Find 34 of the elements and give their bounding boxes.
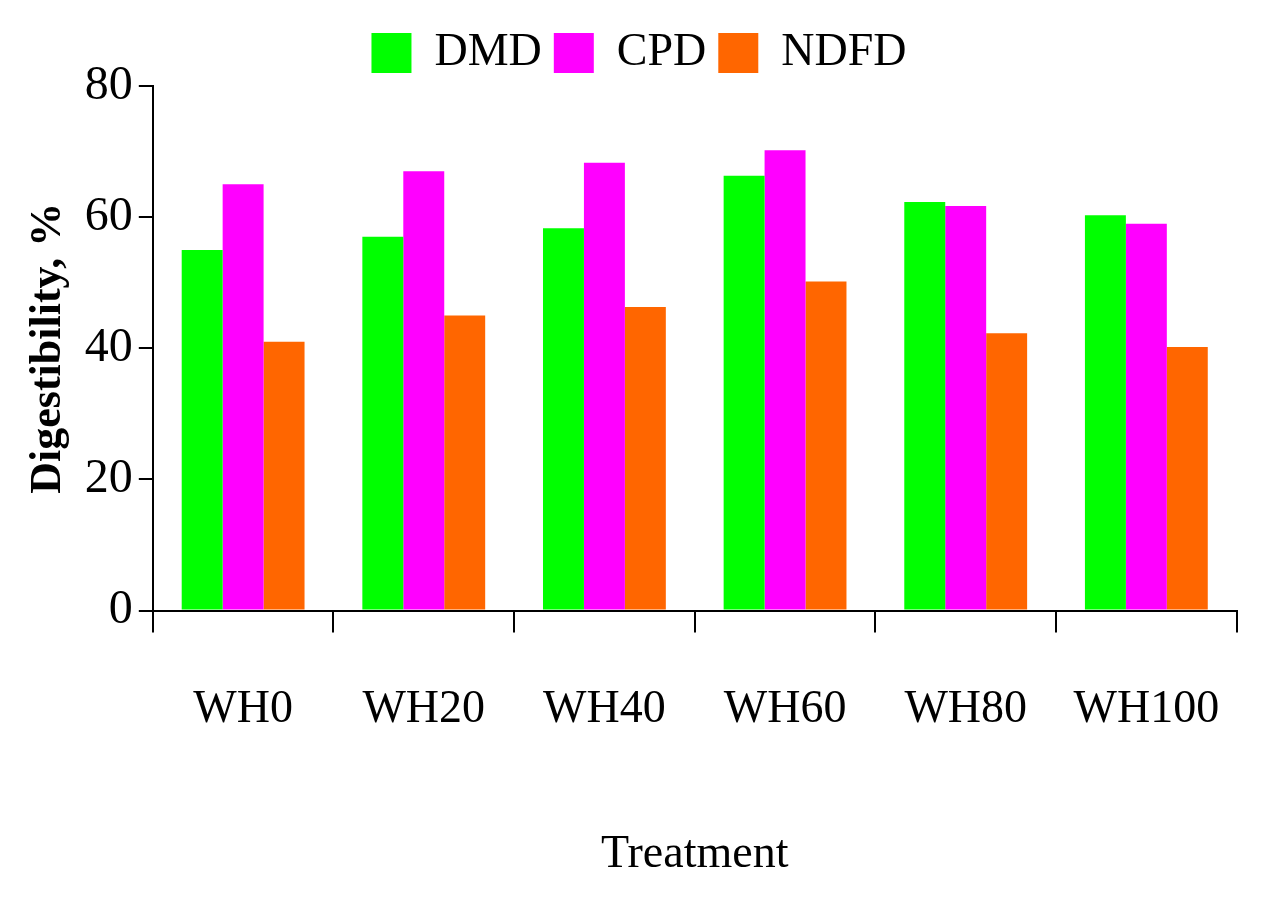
- y-tick-label: 80: [84, 55, 133, 109]
- y-axis-title: Digestibility, %: [20, 202, 70, 494]
- bar: [444, 315, 486, 610]
- bar: [362, 236, 404, 610]
- bar: [904, 202, 946, 610]
- bar: [403, 171, 445, 610]
- x-tick-label: WH100: [1073, 681, 1220, 733]
- x-tick-label: WH80: [904, 681, 1028, 733]
- bar: [723, 175, 765, 610]
- bar: [764, 150, 806, 610]
- bar: [263, 341, 305, 610]
- bar: [805, 281, 847, 610]
- legend-label: CPD: [616, 24, 707, 76]
- legend-label: NDFD: [781, 24, 907, 76]
- bar: [542, 228, 584, 610]
- y-tick-label: 20: [84, 449, 133, 503]
- bar: [1084, 215, 1126, 610]
- x-tick-label: WH40: [543, 681, 666, 733]
- bar: [222, 184, 264, 610]
- bar: [1125, 223, 1167, 610]
- x-axis-title: Treatment: [601, 826, 789, 878]
- y-tick-label: 60: [84, 186, 133, 240]
- legend-label: DMD: [434, 24, 542, 76]
- bar: [1166, 346, 1208, 610]
- bar: [945, 206, 987, 610]
- bar: [986, 333, 1028, 610]
- x-tick-label: WH60: [723, 681, 847, 733]
- y-tick-label: 0: [108, 580, 133, 634]
- x-tick-label: WH0: [193, 681, 293, 733]
- bar: [181, 249, 223, 610]
- y-tick-label: 40: [84, 317, 133, 371]
- bar: [583, 162, 625, 610]
- x-tick-label: WH20: [362, 681, 486, 733]
- bar: [624, 306, 666, 610]
